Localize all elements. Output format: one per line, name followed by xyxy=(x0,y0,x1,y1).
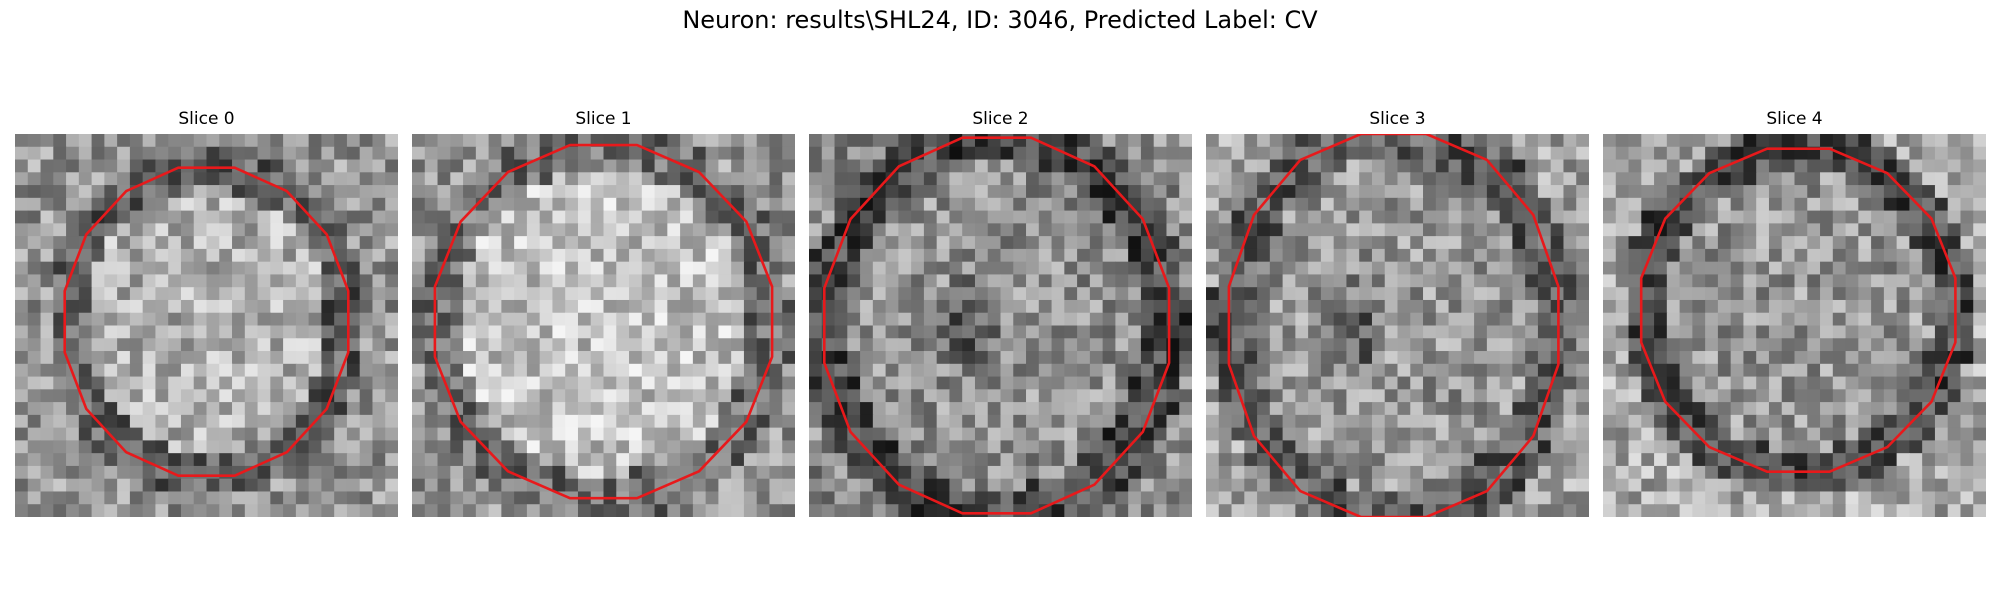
slice-title: Slice 3 xyxy=(1369,109,1426,129)
slice-title: Slice 4 xyxy=(1766,109,1823,129)
red-contour-outline xyxy=(823,136,1171,515)
slice-image xyxy=(1603,134,1986,517)
slice-title: Slice 1 xyxy=(575,109,632,129)
red-contour-outline xyxy=(1639,147,1957,474)
slice-title: Slice 0 xyxy=(178,109,235,129)
slice-title: Slice 2 xyxy=(972,109,1029,129)
red-contour-outline xyxy=(1227,134,1560,517)
slice-image xyxy=(412,134,795,517)
red-contour-outline xyxy=(433,143,774,500)
red-contour-outline xyxy=(63,166,350,478)
slice-image xyxy=(1206,134,1589,517)
slice-image xyxy=(809,134,1192,517)
figure-title: Neuron: results\SHL24, ID: 3046, Predict… xyxy=(682,6,1318,34)
slice-image xyxy=(15,134,398,517)
